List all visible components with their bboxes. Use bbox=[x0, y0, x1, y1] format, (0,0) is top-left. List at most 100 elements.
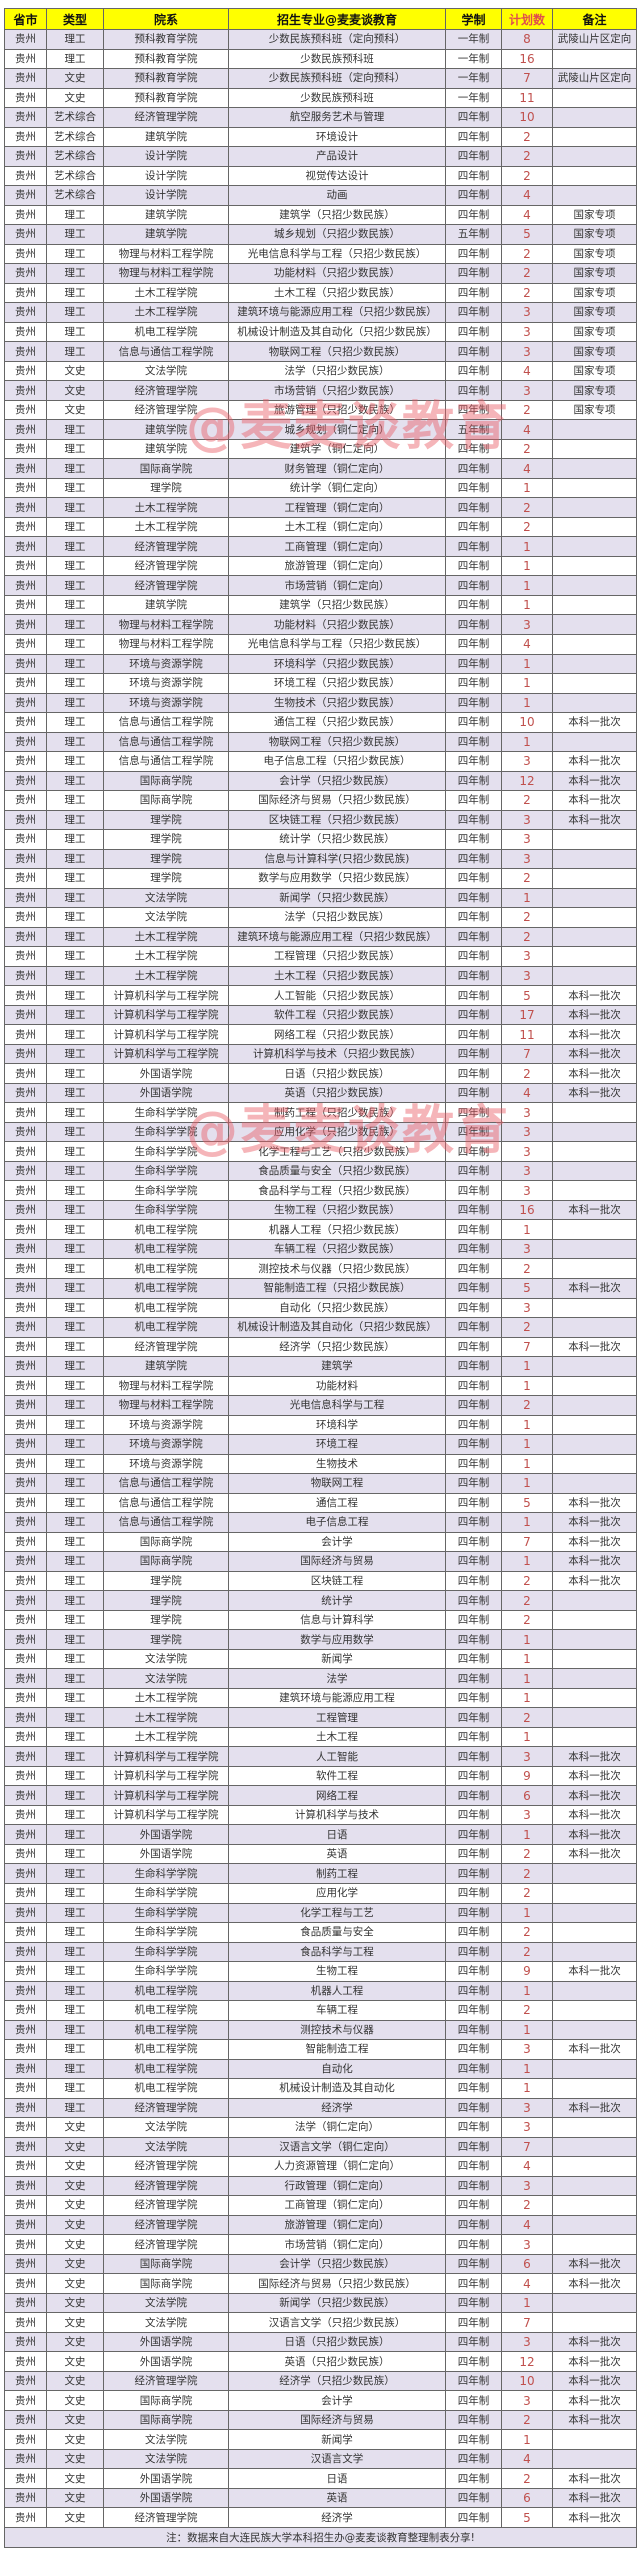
cell-major: 物联网工程（只招少数民族） bbox=[228, 731, 446, 753]
cell-major: 建筑学（只招少数民族） bbox=[228, 594, 446, 616]
cell-province: 贵州 bbox=[4, 1590, 47, 1611]
cell-note: 本科一批次 bbox=[552, 790, 637, 811]
cell-department: 信息与通信工程学院 bbox=[103, 751, 229, 772]
cell-plan-count: 2 bbox=[501, 926, 553, 948]
cell-province: 贵州 bbox=[4, 380, 47, 401]
cell-plan-count: 2 bbox=[501, 1882, 553, 1904]
cell-department: 国际商学院 bbox=[103, 770, 229, 792]
cell-province: 贵州 bbox=[4, 829, 47, 850]
cell-type: 理工 bbox=[46, 1726, 104, 1748]
table-row: 贵州 理工 物理与材料工程学院 功能材料（只招少数民族） 四年制 3 bbox=[4, 614, 637, 635]
cell-major: 城乡规划（只招少数民族） bbox=[228, 224, 446, 245]
cell-department: 生命科学学院 bbox=[103, 1199, 229, 1221]
cell-note: 武陵山片区定向 bbox=[552, 68, 637, 89]
cell-department: 文法学院 bbox=[103, 887, 229, 909]
table-row: 贵州 理工 生命科学学院 应用化学（只招少数民族） 四年制 3 bbox=[4, 1121, 637, 1143]
cell-note bbox=[552, 1726, 637, 1748]
cell-type: 理工 bbox=[46, 29, 104, 50]
header-province: 省市 bbox=[4, 8, 47, 30]
table-row: 贵州 理工 物理与材料工程学院 功能材料（只招少数民族） 四年制 2 国家专项 bbox=[4, 263, 637, 284]
cell-major: 计算机科学与技术 bbox=[228, 1804, 446, 1826]
cell-duration: 四年制 bbox=[445, 2039, 502, 2060]
cell-department: 理学院 bbox=[103, 809, 229, 831]
cell-note: 本科一批次 bbox=[552, 2468, 637, 2489]
table-row: 贵州 理工 计算机科学与工程学院 网络工程 四年制 6 本科一批次 bbox=[4, 1785, 637, 1806]
cell-province: 贵州 bbox=[4, 2273, 47, 2294]
cell-type: 理工 bbox=[46, 1258, 104, 1279]
cell-province: 贵州 bbox=[4, 692, 47, 714]
cell-type: 理工 bbox=[46, 712, 104, 733]
table-row: 贵州 理工 机电工程学院 测控技术与仪器 四年制 1 bbox=[4, 2019, 637, 2041]
cell-department: 机电工程学院 bbox=[103, 1278, 229, 1299]
cell-plan-count: 3 bbox=[501, 1238, 553, 1260]
cell-type: 理工 bbox=[46, 1609, 104, 1631]
cell-note bbox=[552, 829, 637, 850]
cell-plan-count: 3 bbox=[501, 2331, 553, 2353]
cell-plan-count: 10 bbox=[501, 2370, 553, 2392]
cell-province: 贵州 bbox=[4, 1746, 47, 1767]
cell-duration: 四年制 bbox=[445, 1961, 502, 1982]
cell-type: 理工 bbox=[46, 1961, 104, 1982]
cell-province: 贵州 bbox=[4, 1629, 47, 1650]
cell-type: 文史 bbox=[46, 360, 104, 382]
cell-note bbox=[552, 887, 637, 909]
cell-province: 贵州 bbox=[4, 1141, 47, 1162]
cell-note bbox=[552, 107, 637, 128]
cell-major: 建筑学 bbox=[228, 1356, 446, 1377]
cell-province: 贵州 bbox=[4, 1512, 47, 1533]
cell-province: 贵州 bbox=[4, 2390, 47, 2411]
cell-province: 贵州 bbox=[4, 946, 47, 967]
table-row: 贵州 理工 外国语学院 日语（只招少数民族） 四年制 2 本科一批次 bbox=[4, 1063, 637, 1084]
cell-plan-count: 3 bbox=[501, 2117, 553, 2138]
cell-note: 本科一批次 bbox=[552, 2039, 637, 2060]
cell-plan-count: 1 bbox=[501, 887, 553, 909]
cell-province: 贵州 bbox=[4, 224, 47, 245]
cell-plan-count: 1 bbox=[501, 1902, 553, 1924]
cell-note: 国家专项 bbox=[552, 224, 637, 245]
cell-province: 贵州 bbox=[4, 2507, 47, 2528]
cell-plan-count: 10 bbox=[501, 712, 553, 733]
cell-note bbox=[552, 1941, 637, 1963]
cell-department: 国际商学院 bbox=[103, 1531, 229, 1553]
cell-note: 本科一批次 bbox=[552, 1746, 637, 1767]
cell-note bbox=[552, 1980, 637, 2002]
table-row: 贵州 理工 理学院 区块链工程（只招少数民族） 四年制 3 本科一批次 bbox=[4, 809, 637, 831]
cell-duration: 四年制 bbox=[445, 829, 502, 850]
cell-type: 文史 bbox=[46, 2292, 104, 2314]
cell-department: 预科教育学院 bbox=[103, 29, 229, 50]
cell-department: 计算机科学与工程学院 bbox=[103, 1024, 229, 1045]
cell-type: 文史 bbox=[46, 2273, 104, 2294]
cell-plan-count: 2 bbox=[501, 399, 553, 421]
cell-department: 文法学院 bbox=[103, 2136, 229, 2158]
table-body: 贵州 理工 预科教育学院 少数民族预科班（定向预科） 一年制 8 武陵山片区定向 贵州 理工 预科… bbox=[4, 29, 637, 2528]
cell-department: 理学院 bbox=[103, 477, 229, 499]
cell-major: 信息与计算科学(只招少数民族) bbox=[228, 848, 446, 870]
cell-plan-count: 4 bbox=[501, 1082, 553, 1104]
table-row: 贵州 理工 生命科学学院 制药工程 四年制 2 bbox=[4, 1863, 637, 1884]
cell-major: 视觉传达设计 bbox=[228, 165, 446, 187]
cell-note bbox=[552, 1922, 637, 1943]
cell-type: 文史 bbox=[46, 2429, 104, 2450]
cell-note: 本科一批次 bbox=[552, 712, 637, 733]
cell-type: 艺术综合 bbox=[46, 126, 104, 148]
cell-type: 理工 bbox=[46, 2000, 104, 2021]
table-row: 贵州 理工 土木工程学院 土木工程（铜仁定向） 四年制 2 bbox=[4, 516, 637, 538]
cell-plan-count: 3 bbox=[501, 2039, 553, 2060]
cell-type: 艺术综合 bbox=[46, 165, 104, 187]
cell-province: 贵州 bbox=[4, 751, 47, 772]
cell-duration: 四年制 bbox=[445, 1141, 502, 1162]
cell-type: 理工 bbox=[46, 633, 104, 655]
cell-major: 会计学 bbox=[228, 2390, 446, 2411]
cell-type: 理工 bbox=[46, 1629, 104, 1650]
cell-note bbox=[552, 1356, 637, 1377]
cell-duration: 四年制 bbox=[445, 1004, 502, 1026]
cell-duration: 四年制 bbox=[445, 1707, 502, 1728]
cell-plan-count: 1 bbox=[501, 692, 553, 714]
cell-province: 贵州 bbox=[4, 1804, 47, 1826]
cell-plan-count: 3 bbox=[501, 321, 553, 343]
cell-major: 光电信息科学与工程（只招少数民族） bbox=[228, 243, 446, 265]
cell-note bbox=[552, 653, 637, 675]
cell-plan-count: 2 bbox=[501, 907, 553, 928]
cell-duration: 四年制 bbox=[445, 2273, 502, 2294]
cell-department: 生命科学学院 bbox=[103, 1160, 229, 1182]
